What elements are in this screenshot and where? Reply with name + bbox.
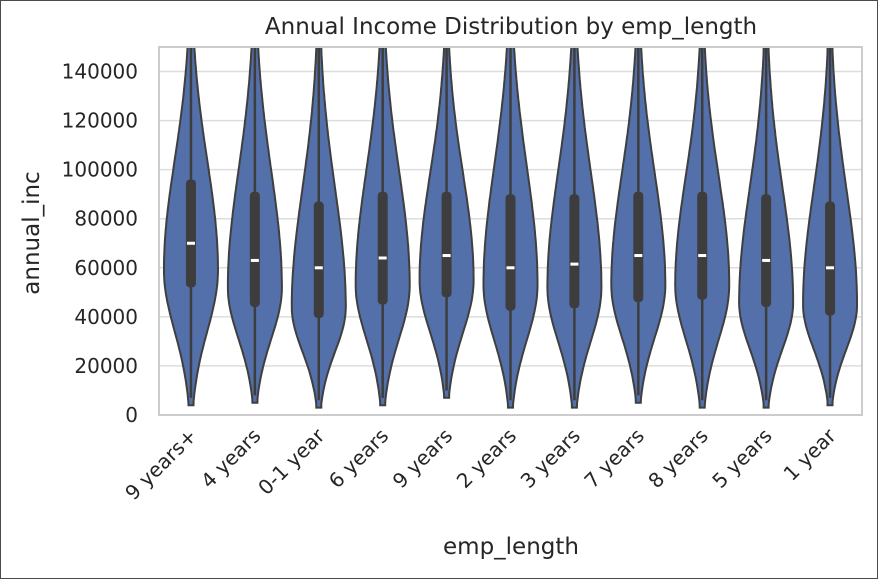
y-tick-label: 20000: [74, 354, 138, 378]
x-tick-label: 0-1 year: [253, 423, 330, 500]
y-tick-label: 80000: [74, 207, 138, 231]
violin-iqr-box: [377, 191, 388, 305]
y-tick-label: 140000: [62, 60, 138, 84]
violin-iqr-box: [505, 194, 516, 311]
x-tick-label: 1 year: [779, 423, 842, 486]
violin-median: [634, 254, 643, 258]
violin-iqr-box: [441, 191, 452, 298]
violin-median: [762, 258, 771, 262]
violin-median: [698, 254, 707, 258]
violin-median: [826, 266, 835, 270]
y-tick-label: 60000: [74, 256, 138, 280]
x-axis-label: emp_length: [443, 534, 579, 560]
violin-iqr-box: [569, 194, 580, 309]
y-tick-labels: 0 20000 40000 60000 80000 100000 120000 140000: [62, 60, 138, 427]
violin-median: [250, 258, 259, 262]
violin-median: [186, 241, 195, 245]
violin-median: [314, 266, 323, 270]
x-tick-label: 6 years: [324, 424, 393, 493]
x-tick-label: 3 years: [516, 424, 585, 493]
violin-iqr-box: [313, 201, 324, 319]
chart-title: Annual Income Distribution by emp_length: [265, 14, 757, 40]
plot-border: [158, 46, 863, 416]
x-tick-label: 8 years: [643, 424, 712, 493]
y-tick-label: 40000: [74, 305, 138, 329]
y-tick-label: 100000: [62, 158, 138, 182]
violin-median: [570, 262, 579, 266]
x-tick-label: 7 years: [579, 424, 648, 493]
y-axis-label: annual_inc: [19, 171, 45, 294]
violin-median: [506, 266, 515, 270]
violin-iqr-box: [697, 191, 708, 300]
violin-median: [442, 254, 451, 258]
y-tick-label: 120000: [62, 109, 138, 133]
x-tick-label: 9 years+: [120, 424, 201, 505]
x-tick-label: 5 years: [707, 424, 776, 493]
violin-iqr-box: [185, 179, 196, 288]
x-tick-label: 9 years: [388, 424, 457, 493]
violin-median: [378, 256, 387, 260]
y-tick-label: 0: [125, 403, 138, 427]
violin-iqr-box: [825, 201, 836, 316]
violin-iqr-box: [633, 191, 644, 303]
violins: [163, 46, 858, 409]
violin-iqr-box: [761, 194, 772, 308]
violin-iqr-box: [249, 191, 260, 308]
x-tick-label: 2 years: [452, 424, 521, 493]
